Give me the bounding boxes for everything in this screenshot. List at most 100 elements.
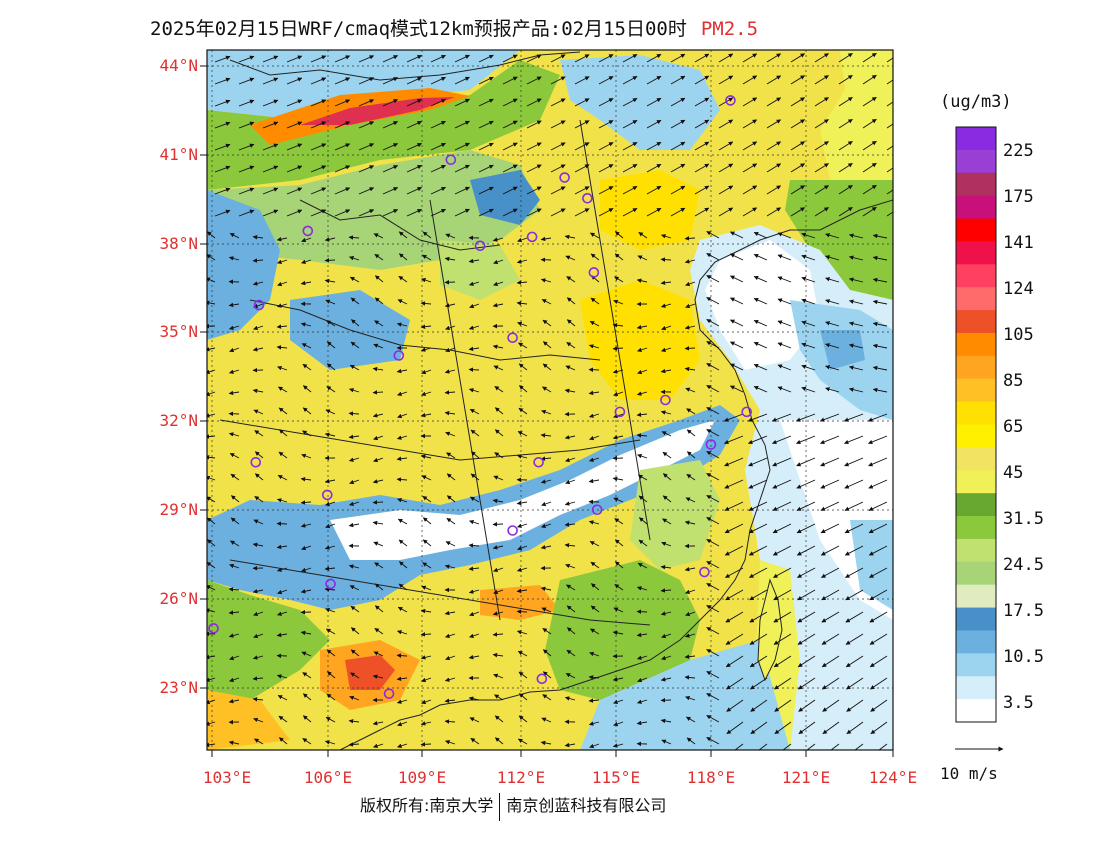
wind-arrow	[469, 633, 480, 638]
wind-arrow	[724, 523, 744, 534]
colorbar-label: 24.5	[1003, 555, 1044, 575]
wind-arrow	[869, 589, 888, 601]
wind-arrow	[420, 655, 432, 660]
wind-arrow	[300, 280, 312, 286]
wind-arrow	[446, 495, 456, 503]
wind-arrow	[214, 143, 231, 151]
wind-arrow	[372, 413, 384, 418]
wind-arrow	[469, 303, 480, 309]
wind-arrow	[302, 738, 312, 745]
wind-arrow	[325, 607, 336, 613]
wind-arrow	[706, 715, 720, 723]
wind-arrow	[798, 677, 816, 690]
wind-arrow	[686, 429, 696, 437]
wind-arrow	[445, 233, 456, 239]
wind-arrow	[694, 207, 710, 217]
wind-arrow	[502, 142, 518, 151]
wind-arrow	[334, 55, 351, 63]
wind-arrow	[276, 674, 288, 679]
wind-arrow	[862, 118, 877, 129]
wind-arrow	[612, 630, 624, 636]
wind-arrow	[228, 633, 240, 638]
wind-arrow	[825, 277, 840, 283]
wind-arrow	[492, 237, 504, 242]
wind-arrow	[518, 363, 528, 371]
wind-arrow	[670, 163, 686, 173]
wind-arrow	[252, 347, 264, 352]
wind-arrow	[541, 523, 552, 529]
wind-arrow	[302, 672, 312, 679]
wind-arrow	[886, 123, 893, 129]
wind-arrow	[469, 408, 480, 415]
wind-arrow	[821, 567, 840, 578]
wind-arrow	[430, 54, 446, 63]
wind-arrow	[670, 119, 686, 129]
wind-arrow	[494, 452, 504, 459]
wind-arrow	[526, 164, 542, 173]
wind-arrow	[742, 119, 758, 129]
colorbar-label: 105	[1003, 325, 1034, 345]
colorbar	[955, 126, 997, 723]
wind-arrow	[397, 498, 408, 503]
lon-label: 109°E	[397, 768, 447, 787]
wind-arrow	[358, 55, 375, 63]
wind-arrow	[469, 496, 480, 503]
wind-arrow	[723, 413, 744, 422]
lat-label: 44°N	[159, 56, 198, 75]
wind-arrow	[766, 75, 782, 85]
wind-arrow	[777, 276, 792, 283]
wind-arrow	[468, 346, 480, 352]
wind-arrow	[349, 695, 360, 701]
wind-arrow	[374, 253, 384, 261]
wind-arrow	[516, 259, 528, 264]
wind-arrow	[724, 457, 744, 467]
wind-arrow	[806, 743, 816, 750]
wind-arrow	[372, 366, 384, 372]
wind-arrow	[821, 611, 840, 623]
wind-arrow	[502, 120, 518, 129]
wind-arrow	[660, 257, 672, 262]
wind-arrow	[694, 163, 710, 173]
wind-arrow	[798, 721, 816, 735]
wind-arrow	[374, 583, 384, 591]
wind-arrow	[542, 649, 552, 657]
wind-arrow	[846, 721, 864, 735]
lon-label: 115°E	[591, 768, 641, 787]
wind-arrow	[749, 611, 768, 623]
wind-arrow	[661, 325, 672, 331]
wind-arrow	[493, 259, 504, 265]
wind-arrow	[588, 675, 600, 680]
wind-arrow	[848, 365, 864, 371]
wind-arrow	[612, 476, 624, 482]
wind-arrow	[421, 254, 432, 261]
wind-arrow	[830, 743, 840, 750]
wind-arrow	[814, 97, 829, 107]
wind-arrow	[444, 564, 456, 569]
wind-arrow	[550, 120, 566, 129]
wind-arrow	[469, 281, 480, 286]
wind-arrow	[373, 743, 384, 749]
wind-arrow	[748, 523, 768, 534]
wind-arrow	[542, 671, 552, 679]
wind-arrow	[637, 677, 648, 683]
wind-arrow	[614, 276, 624, 283]
wind-arrow	[814, 163, 829, 173]
wind-arrow	[301, 453, 312, 459]
lon-label: 106°E	[303, 768, 353, 787]
wind-arrow	[252, 697, 264, 702]
wind-arrow	[349, 256, 360, 261]
wind-arrow	[777, 232, 792, 239]
city-marker	[559, 172, 570, 183]
wind-arrow	[796, 479, 816, 489]
wind-arrow	[872, 321, 888, 327]
wind-arrow	[238, 143, 255, 151]
wind-arrow	[753, 297, 768, 305]
wind-arrow	[777, 342, 792, 349]
wind-arrow	[670, 207, 686, 217]
wind-arrow	[444, 719, 456, 724]
wind-arrow	[753, 385, 768, 393]
wind-arrow	[772, 457, 792, 467]
wind-arrow	[801, 342, 816, 349]
wind-arrow	[726, 677, 744, 690]
wind-arrow	[348, 434, 360, 440]
